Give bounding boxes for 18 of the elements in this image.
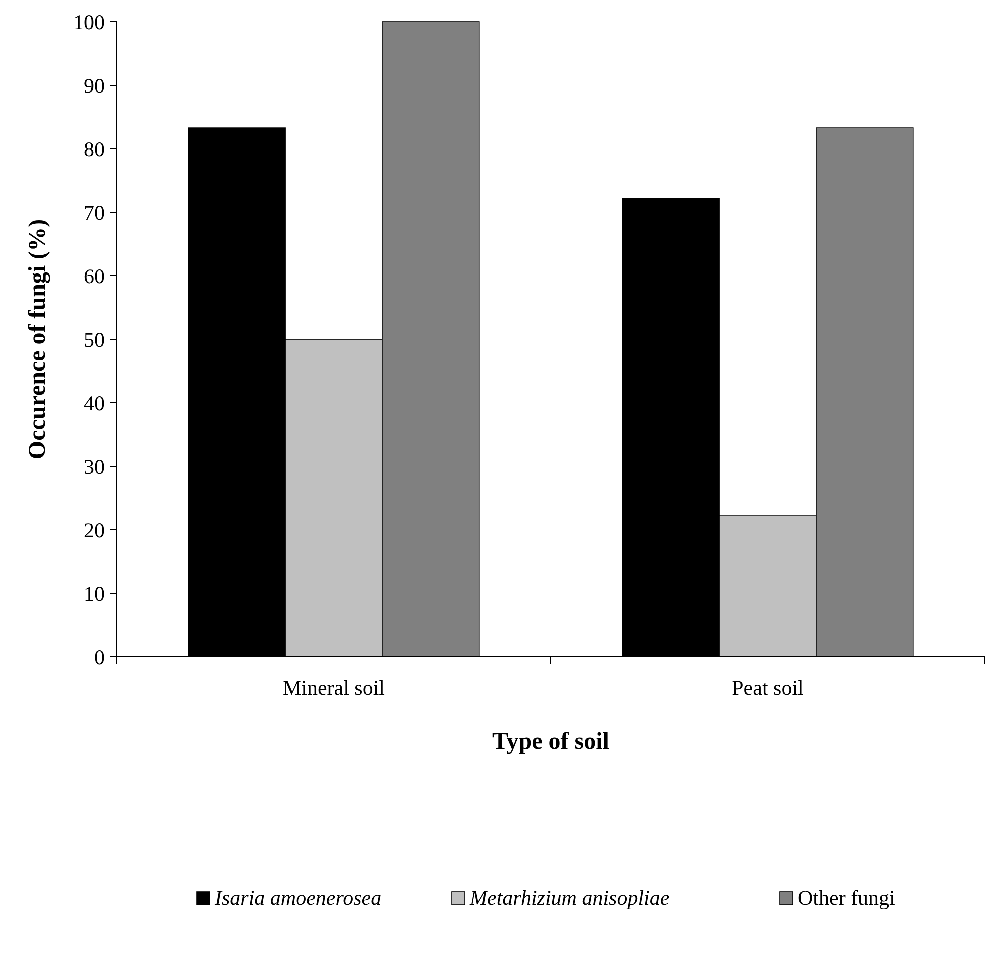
y-tick-label: 30 [84,454,105,479]
y-axis-title: Occurence of fungi (%) [25,219,51,460]
y-tick-label: 60 [84,264,105,288]
y-tick-label: 50 [84,328,105,352]
x-tick-label: Peat soil [732,676,804,700]
legend-label: Other fungi [798,886,896,910]
y-tick-label: 20 [84,518,105,542]
y-tick-label: 40 [84,391,105,416]
legend-label: Metarhizium anisopliae [469,886,670,910]
y-tick-label: 100 [74,10,105,34]
y-tick-label: 10 [84,582,105,606]
x-axis-title: Type of soil [492,729,610,755]
legend-label: Isaria amoenerosea [214,886,382,910]
y-tick-label: 70 [84,200,105,225]
x-tick-label: Mineral soil [282,676,386,700]
y-tick-label: 90 [84,74,105,98]
y-tick-label: 80 [84,137,105,162]
y-tick-label: 0 [94,645,105,670]
